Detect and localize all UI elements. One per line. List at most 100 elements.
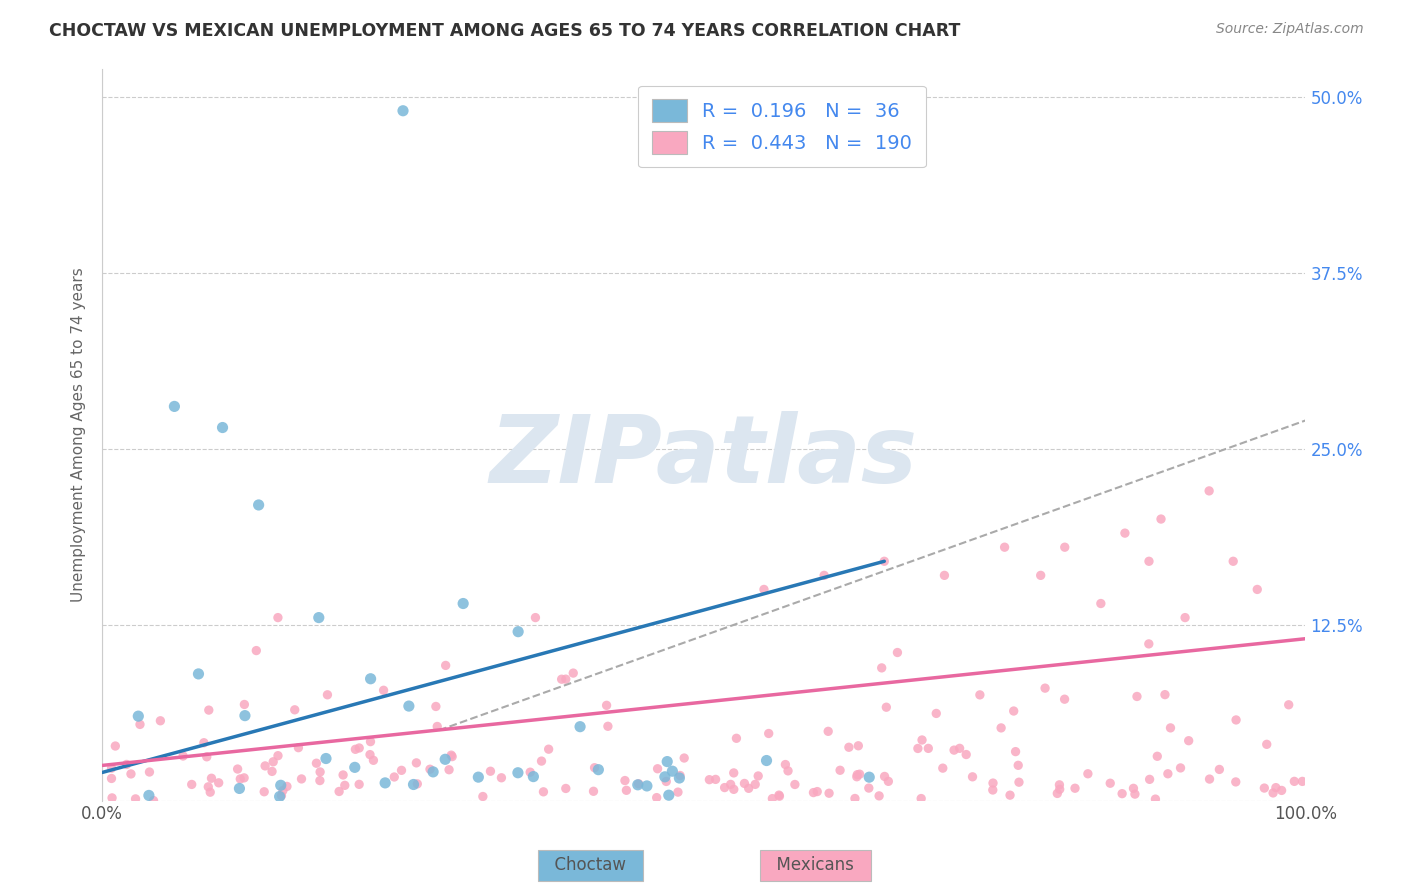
Point xyxy=(100,772,122,786)
Point xyxy=(471,789,494,804)
Text: CHOCTAW VS MEXICAN UNEMPLOYMENT AMONG AGES 65 TO 74 YEARS CORRELATION CHART: CHOCTAW VS MEXICAN UNEMPLOYMENT AMONG AG… xyxy=(49,22,960,40)
Point xyxy=(360,672,382,686)
Point xyxy=(870,661,893,675)
Point xyxy=(657,755,679,769)
Point xyxy=(200,771,222,785)
Point xyxy=(1090,597,1112,611)
Point xyxy=(1150,512,1173,526)
Point xyxy=(907,741,929,756)
Point xyxy=(382,770,405,784)
Point xyxy=(1291,774,1313,789)
Point xyxy=(267,610,290,624)
Point xyxy=(704,772,727,787)
Point xyxy=(1111,787,1133,801)
Point xyxy=(858,770,880,784)
Point xyxy=(391,764,413,778)
Point xyxy=(104,739,127,753)
Point xyxy=(524,610,547,624)
Point xyxy=(537,742,560,756)
Point xyxy=(969,688,991,702)
Point xyxy=(917,741,939,756)
Point xyxy=(1225,775,1247,789)
Point xyxy=(1122,781,1144,796)
Point xyxy=(270,778,292,792)
Point xyxy=(309,764,332,779)
Point xyxy=(1253,780,1275,795)
Point xyxy=(962,770,984,784)
Point xyxy=(308,610,330,624)
Point xyxy=(911,733,934,747)
Point xyxy=(129,717,152,731)
Point xyxy=(1033,681,1056,695)
Point xyxy=(768,789,790,804)
Point xyxy=(197,780,219,794)
Point xyxy=(910,791,932,805)
Point xyxy=(655,774,678,789)
Point xyxy=(949,741,972,756)
Point xyxy=(758,726,780,740)
Point xyxy=(723,765,745,780)
Point xyxy=(287,740,309,755)
Point xyxy=(886,646,908,660)
Point xyxy=(1174,610,1197,624)
Legend: R =  0.196   N =  36, R =  0.443   N =  190: R = 0.196 N = 36, R = 0.443 N = 190 xyxy=(638,86,925,168)
Point xyxy=(305,756,328,771)
Point xyxy=(200,785,222,799)
Point xyxy=(813,568,835,582)
Point xyxy=(328,784,350,798)
Point xyxy=(441,749,464,764)
Point xyxy=(419,762,441,776)
Point xyxy=(247,498,270,512)
Point xyxy=(761,791,783,805)
Point xyxy=(422,764,444,779)
Text: ZIPatlas: ZIPatlas xyxy=(489,410,918,502)
Point xyxy=(233,708,256,723)
Point xyxy=(1208,763,1230,777)
Point xyxy=(776,764,799,778)
Point xyxy=(138,764,160,779)
Point xyxy=(1222,554,1244,568)
Point xyxy=(1271,783,1294,797)
Point xyxy=(451,597,474,611)
Point xyxy=(519,765,541,780)
Point xyxy=(828,764,851,778)
Point xyxy=(1160,721,1182,735)
Point xyxy=(228,781,250,796)
Point xyxy=(562,666,585,681)
Point xyxy=(309,773,332,788)
Point xyxy=(198,703,221,717)
Point xyxy=(332,768,354,782)
Point xyxy=(1099,776,1122,790)
Point xyxy=(1137,554,1160,568)
Point xyxy=(506,765,529,780)
Point xyxy=(733,776,755,790)
Point xyxy=(229,772,252,786)
Point xyxy=(398,699,420,714)
Point xyxy=(848,767,870,781)
Point xyxy=(875,700,897,714)
Point xyxy=(981,776,1004,790)
Point xyxy=(858,780,880,795)
Point xyxy=(1053,692,1076,706)
Point xyxy=(434,658,457,673)
Point xyxy=(877,774,900,789)
Point xyxy=(1146,749,1168,764)
Point xyxy=(981,783,1004,797)
Point xyxy=(554,672,576,686)
Point xyxy=(100,761,122,775)
Point xyxy=(669,768,692,782)
Point xyxy=(775,757,797,772)
Point xyxy=(846,767,869,781)
Point xyxy=(254,759,277,773)
Point xyxy=(666,785,689,799)
Text: Mexicans: Mexicans xyxy=(766,856,865,874)
Point xyxy=(373,683,395,698)
Point xyxy=(844,791,866,805)
Point xyxy=(1126,690,1149,704)
Point xyxy=(613,773,636,788)
Point xyxy=(803,786,825,800)
Point xyxy=(783,777,806,791)
Point xyxy=(1002,704,1025,718)
Point xyxy=(333,778,356,792)
Point xyxy=(406,777,429,791)
